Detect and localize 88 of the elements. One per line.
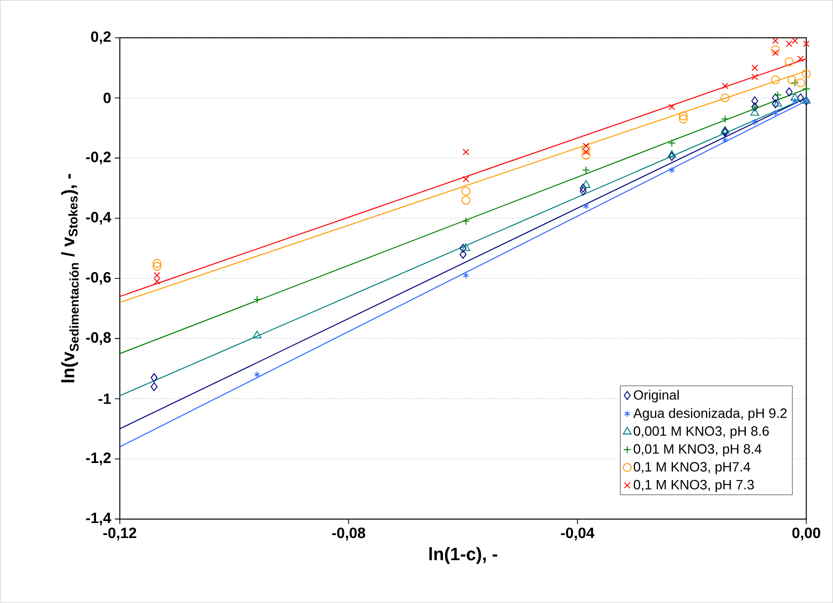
point — [751, 96, 758, 106]
point — [461, 186, 470, 196]
point — [796, 78, 805, 88]
y-tick-label: -0,6 — [86, 272, 111, 285]
x-tick-label: 0,00 — [792, 528, 820, 540]
legend-label: 0,001 M KNO3, pH 8.6 — [634, 426, 769, 439]
point — [722, 82, 728, 90]
x-tick-label: -0,08 — [332, 528, 366, 540]
point — [772, 100, 779, 108]
point — [582, 148, 590, 156]
point — [770, 45, 780, 54]
point — [720, 94, 730, 102]
legend-label: Agua desionizada, pH 9.2 — [633, 408, 787, 421]
point — [774, 91, 782, 99]
y-axis-title: $\text{\textbf{ln(v}}_{\text{\textbf{Sedimentación}}}\text{\textbf{ / v}}_{\text{\textbf{Stokes}}}\text{\textbf{), -}}$ — [61, 174, 79, 382]
point — [582, 144, 590, 154]
point — [772, 94, 779, 102]
point — [792, 38, 798, 44]
point — [150, 382, 158, 392]
y-tick-label: -1 — [98, 394, 111, 404]
point — [722, 128, 728, 138]
point — [460, 250, 466, 259]
point — [722, 136, 728, 144]
point — [462, 217, 470, 226]
point — [152, 262, 162, 271]
point — [150, 373, 158, 382]
point — [668, 104, 676, 110]
legend-label: Original — [634, 390, 679, 402]
y-tick-label: 0,2 — [91, 31, 111, 44]
x-axis-title: ln(1-c), - — [429, 547, 498, 564]
x-tick-label: -0,12 — [103, 528, 136, 540]
point — [792, 98, 798, 104]
point — [786, 88, 793, 96]
point — [668, 139, 676, 148]
point — [462, 176, 470, 182]
point — [786, 40, 792, 48]
point — [582, 142, 590, 150]
y-tick-label: -0,8 — [86, 332, 111, 346]
point — [668, 150, 676, 158]
point — [790, 93, 800, 101]
point — [752, 74, 758, 80]
y-tick-label: -1,2 — [86, 452, 111, 466]
point — [802, 69, 811, 78]
point — [797, 56, 804, 62]
y-tick-label: -1,4 — [86, 512, 112, 526]
point — [752, 64, 758, 72]
point — [803, 40, 810, 48]
point — [462, 272, 469, 279]
point — [668, 166, 675, 174]
point — [750, 108, 760, 116]
point — [790, 78, 799, 87]
point — [154, 278, 160, 285]
point — [580, 184, 587, 193]
point — [772, 50, 779, 56]
point — [252, 330, 262, 338]
point — [460, 244, 466, 253]
legend-label: 0,1 M KNO3, pH7.4 — [634, 462, 750, 474]
point — [772, 110, 778, 116]
point — [773, 99, 782, 107]
point — [721, 115, 729, 123]
x-tick-label: -0,04 — [560, 528, 594, 540]
point — [784, 57, 794, 66]
point — [797, 94, 804, 102]
y-tick-label: 0 — [104, 92, 111, 104]
point — [802, 85, 810, 93]
point — [668, 152, 676, 162]
point — [253, 296, 262, 304]
point — [154, 272, 160, 279]
point — [462, 243, 470, 252]
point — [678, 114, 688, 124]
point — [580, 186, 587, 196]
point — [582, 180, 590, 188]
point — [678, 112, 688, 120]
point — [461, 196, 470, 205]
point — [770, 75, 780, 84]
point — [582, 166, 590, 174]
point — [152, 258, 162, 268]
legend-label: 0,01 M KNO3, pH 8.4 — [634, 444, 762, 456]
y-tick-label: -0,2 — [86, 152, 111, 165]
point — [462, 148, 470, 156]
point — [254, 371, 260, 378]
y-tick-label: -0,4 — [86, 212, 112, 225]
point — [582, 150, 590, 160]
point — [752, 118, 758, 126]
point — [582, 202, 590, 210]
point — [788, 75, 796, 84]
point — [772, 38, 779, 44]
legend-label: 0,1 M KNO3, pH 7.3 — [634, 480, 754, 492]
